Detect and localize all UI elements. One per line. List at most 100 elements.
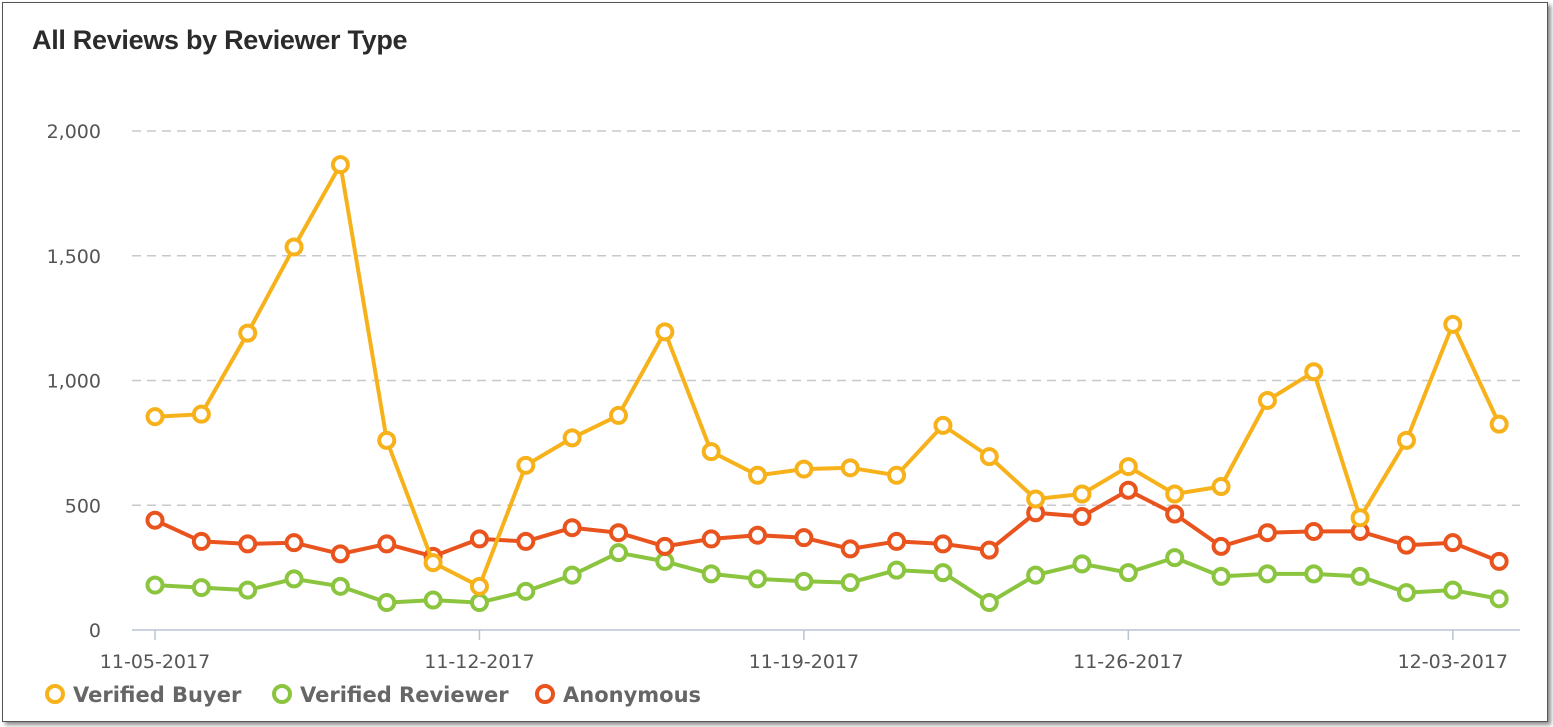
data-point-verified-reviewer[interactable]: [423, 590, 443, 610]
data-point-verified-reviewer[interactable]: [887, 560, 907, 580]
series-anonymous: [145, 480, 1509, 571]
data-point-verified-reviewer[interactable]: [284, 569, 304, 589]
data-point-verified-buyer[interactable]: [423, 553, 443, 573]
data-point-anonymous[interactable]: [516, 531, 536, 551]
data-point-verified-reviewer[interactable]: [609, 543, 628, 563]
data-point-anonymous[interactable]: [1443, 533, 1463, 553]
series-layer: [145, 155, 1509, 613]
data-point-verified-reviewer[interactable]: [145, 575, 165, 595]
data-point-anonymous[interactable]: [748, 525, 768, 545]
data-point-verified-reviewer[interactable]: [330, 576, 350, 596]
data-point-verified-buyer[interactable]: [284, 237, 304, 257]
data-point-verified-buyer[interactable]: [469, 576, 489, 596]
data-point-verified-reviewer[interactable]: [1211, 566, 1231, 586]
data-point-anonymous[interactable]: [1257, 523, 1277, 543]
data-point-verified-buyer[interactable]: [748, 465, 768, 485]
data-point-anonymous[interactable]: [1396, 535, 1416, 555]
data-point-anonymous[interactable]: [1072, 506, 1092, 526]
data-point-anonymous[interactable]: [330, 544, 350, 564]
data-point-verified-reviewer[interactable]: [840, 573, 860, 593]
data-point-anonymous[interactable]: [562, 518, 582, 538]
data-point-anonymous[interactable]: [145, 510, 165, 530]
data-point-anonymous[interactable]: [284, 533, 304, 553]
data-point-verified-buyer[interactable]: [979, 447, 999, 467]
x-tick-label: 11-12-2017: [424, 651, 534, 673]
data-point-anonymous[interactable]: [377, 534, 397, 554]
data-point-verified-buyer[interactable]: [1396, 430, 1416, 450]
data-point-anonymous[interactable]: [840, 539, 860, 559]
data-point-anonymous[interactable]: [469, 529, 489, 549]
data-point-verified-reviewer[interactable]: [794, 571, 814, 591]
legend[interactable]: Verified Buyer Verified Reviewer Anonymous: [45, 683, 701, 707]
data-point-verified-reviewer[interactable]: [1396, 583, 1416, 603]
chart-title: All Reviews by Reviewer Type: [32, 25, 408, 55]
data-point-verified-reviewer[interactable]: [1026, 565, 1046, 585]
data-point-anonymous[interactable]: [794, 528, 814, 548]
data-point-verified-reviewer[interactable]: [933, 563, 953, 583]
data-point-anonymous[interactable]: [655, 536, 675, 556]
data-point-verified-reviewer[interactable]: [1257, 564, 1277, 584]
data-point-anonymous[interactable]: [1211, 536, 1231, 556]
data-point-verified-buyer[interactable]: [377, 430, 397, 450]
data-point-anonymous[interactable]: [191, 531, 211, 551]
data-point-verified-buyer[interactable]: [1489, 414, 1509, 434]
data-point-anonymous[interactable]: [701, 529, 721, 549]
data-point-verified-reviewer[interactable]: [1072, 554, 1092, 574]
data-point-verified-buyer[interactable]: [1443, 314, 1463, 334]
data-point-verified-buyer[interactable]: [1211, 477, 1231, 497]
data-point-anonymous[interactable]: [1165, 504, 1185, 524]
data-point-verified-buyer[interactable]: [1072, 484, 1092, 504]
data-point-verified-buyer[interactable]: [562, 428, 582, 448]
legend-label-verified-reviewer: Verified Reviewer: [300, 683, 509, 707]
data-point-anonymous[interactable]: [887, 531, 907, 551]
data-point-verified-buyer[interactable]: [887, 465, 907, 485]
data-point-verified-buyer[interactable]: [840, 458, 860, 478]
data-point-anonymous[interactable]: [1304, 521, 1324, 541]
legend-item-anonymous[interactable]: Anonymous: [535, 683, 701, 707]
data-point-verified-buyer[interactable]: [1257, 390, 1277, 410]
data-point-verified-buyer[interactable]: [794, 459, 814, 479]
data-point-verified-buyer[interactable]: [1165, 484, 1185, 504]
data-point-verified-reviewer[interactable]: [655, 551, 675, 571]
data-point-verified-buyer[interactable]: [330, 155, 350, 175]
data-point-verified-reviewer[interactable]: [979, 593, 999, 613]
data-point-verified-reviewer[interactable]: [1443, 580, 1463, 600]
data-point-verified-reviewer[interactable]: [1165, 548, 1185, 568]
data-point-verified-buyer[interactable]: [655, 322, 675, 342]
data-point-verified-buyer[interactable]: [145, 407, 165, 427]
data-point-verified-reviewer[interactable]: [238, 580, 258, 600]
data-point-verified-reviewer[interactable]: [1350, 566, 1370, 586]
data-point-verified-reviewer[interactable]: [1118, 563, 1138, 583]
data-point-verified-reviewer[interactable]: [191, 578, 211, 598]
data-point-verified-buyer[interactable]: [1118, 457, 1138, 477]
data-point-anonymous[interactable]: [609, 523, 628, 543]
data-point-verified-reviewer[interactable]: [748, 569, 768, 589]
data-point-verified-buyer[interactable]: [238, 323, 258, 343]
data-point-anonymous[interactable]: [1489, 551, 1509, 571]
data-point-verified-buyer[interactable]: [1350, 508, 1370, 528]
data-point-verified-reviewer[interactable]: [562, 565, 582, 585]
data-point-anonymous[interactable]: [933, 534, 953, 554]
data-point-anonymous[interactable]: [979, 540, 999, 560]
data-point-verified-buyer[interactable]: [516, 455, 536, 475]
legend-item-verified-reviewer[interactable]: Verified Reviewer: [272, 683, 509, 707]
data-point-verified-buyer[interactable]: [191, 404, 211, 424]
data-point-verified-reviewer[interactable]: [1489, 589, 1509, 609]
data-point-verified-reviewer[interactable]: [377, 593, 397, 613]
data-point-verified-reviewer[interactable]: [469, 593, 489, 613]
data-point-anonymous[interactable]: [238, 534, 258, 554]
legend-item-verified-buyer[interactable]: Verified Buyer: [45, 683, 242, 707]
data-point-verified-reviewer[interactable]: [516, 581, 536, 601]
data-point-verified-buyer[interactable]: [933, 415, 953, 435]
data-point-verified-buyer[interactable]: [1026, 489, 1046, 509]
data-point-verified-buyer[interactable]: [609, 405, 628, 425]
legend-label-verified-buyer: Verified Buyer: [73, 683, 242, 707]
gridlines: [132, 130, 1520, 506]
data-point-verified-buyer[interactable]: [701, 442, 721, 462]
data-point-anonymous[interactable]: [1118, 480, 1138, 500]
x-tick-label: 11-05-2017: [100, 651, 210, 673]
data-point-verified-reviewer[interactable]: [701, 564, 721, 584]
data-point-verified-reviewer[interactable]: [1304, 564, 1324, 584]
data-point-verified-buyer[interactable]: [1304, 362, 1324, 382]
